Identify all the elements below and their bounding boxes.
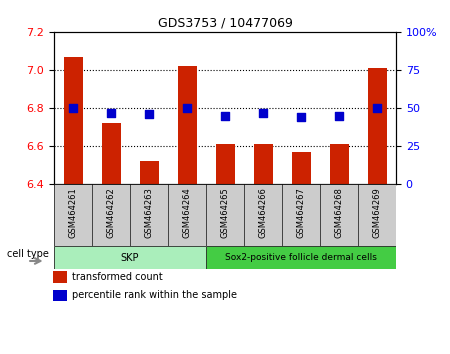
Bar bbox=[102, 123, 121, 184]
Text: GSM464263: GSM464263 bbox=[144, 187, 153, 238]
Text: GSM464265: GSM464265 bbox=[220, 187, 230, 238]
Bar bbox=[54, 290, 67, 301]
Point bbox=[184, 105, 191, 111]
Point bbox=[108, 110, 115, 115]
Bar bbox=[368, 68, 387, 184]
Text: GSM464264: GSM464264 bbox=[183, 187, 192, 238]
Text: GSM464268: GSM464268 bbox=[334, 187, 343, 238]
Bar bbox=[292, 152, 310, 184]
Text: transformed count: transformed count bbox=[72, 272, 163, 282]
Text: GSM464267: GSM464267 bbox=[297, 187, 306, 238]
Point bbox=[69, 105, 76, 111]
Text: GSM464261: GSM464261 bbox=[68, 187, 77, 238]
Text: SKP: SKP bbox=[121, 252, 139, 263]
Bar bbox=[253, 144, 273, 184]
Bar bbox=[216, 144, 234, 184]
Bar bbox=[177, 66, 197, 184]
Text: GSM464269: GSM464269 bbox=[373, 187, 382, 238]
Text: percentile rank within the sample: percentile rank within the sample bbox=[72, 290, 238, 301]
Text: Sox2-positive follicle dermal cells: Sox2-positive follicle dermal cells bbox=[225, 253, 377, 262]
Point bbox=[297, 114, 305, 120]
Bar bbox=[140, 161, 158, 184]
Point bbox=[221, 113, 229, 118]
Text: GSM464262: GSM464262 bbox=[107, 187, 116, 238]
Text: GSM464266: GSM464266 bbox=[258, 187, 267, 238]
Point bbox=[374, 105, 381, 111]
Title: GDS3753 / 10477069: GDS3753 / 10477069 bbox=[158, 16, 292, 29]
Bar bbox=[63, 57, 82, 184]
Point bbox=[335, 113, 342, 118]
Text: cell type: cell type bbox=[7, 249, 50, 259]
Bar bbox=[54, 272, 67, 282]
Point bbox=[259, 110, 266, 115]
Point bbox=[145, 111, 153, 117]
Bar bbox=[329, 144, 348, 184]
